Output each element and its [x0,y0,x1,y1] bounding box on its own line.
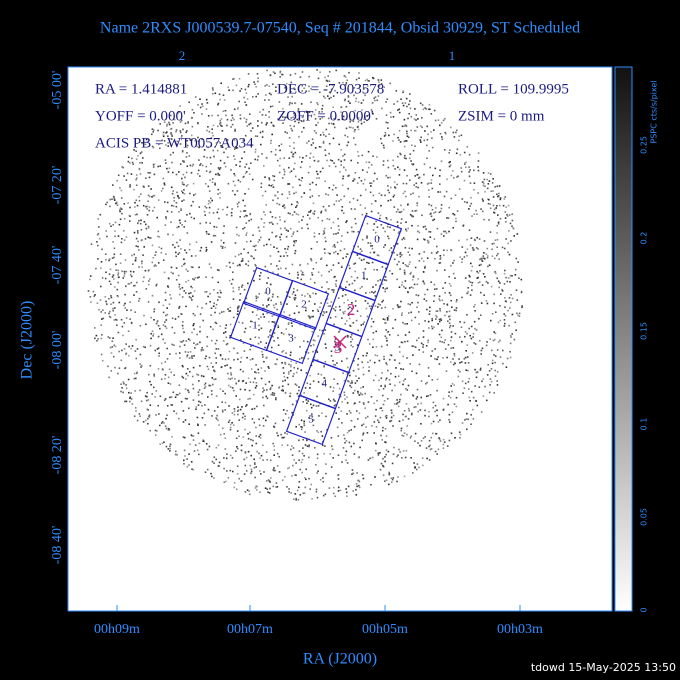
colorbar-tick-label: 0.1 [640,418,649,431]
ccd-chip [265,313,317,365]
chip-label: 1 [252,320,258,332]
chip-label: 2 [301,299,307,311]
bottom-tick-label: 00h03m [497,622,543,637]
y-axis-title: Dec (J2000) [19,301,36,380]
info-text: RA = 1.414881 [95,81,187,97]
chip-label: 0 [374,234,380,246]
title: Name 2RXS J000539.7-07540, Seq # 201844,… [100,20,580,37]
ccd-chip [285,394,337,446]
chip-label: 2 [348,306,354,318]
bottom-tick-label: 00h05m [362,622,408,637]
plot-area [67,66,613,612]
target-marker [333,335,347,349]
info-text: ROLL = 109.9995 [458,81,569,97]
colorbar-tick-label: 0.25 [640,136,649,154]
top-tick-label: 2 [179,48,186,63]
chip-label: 3 [335,342,341,354]
colorbar-label: PSPC cts/s/pixel [650,80,659,143]
photon-events [87,69,523,501]
marker-label: 3 [334,338,343,357]
bottom-tick-label: 00h07m [227,622,273,637]
colorbar-tick-label: 0.15 [640,322,649,340]
left-tick-label: -08 40' [50,526,65,565]
colorbar-tick-label: 0.2 [640,232,649,245]
footer: tdowd 15-May-2025 13:50 [531,661,676,674]
marker-label: 2 [347,300,356,319]
info-text: ZOFF = 0.0000' [277,108,374,124]
left-tick-label: -08 20' [50,436,65,475]
left-tick-label: -05 00' [50,71,65,110]
colorbar-tick-label: 0 [640,607,649,612]
chip-label: 5 [308,414,314,426]
chip-label: 4 [321,378,327,390]
chip-label: 3 [288,333,294,345]
chip-label: 1 [361,270,367,282]
colorbar [614,66,633,612]
left-tick-label: -07 40' [50,246,65,285]
colorbar-tick-label: 0.05 [640,508,649,526]
info-text: ZSIM = 0 mm [458,108,545,124]
chip-label: 0 [265,286,271,298]
top-tick-label: 1 [449,48,456,63]
x-axis-title: RA (J2000) [303,651,377,668]
bottom-tick-label: 00h09m [94,622,140,637]
info-text: DEC = -7.903578 [277,81,384,97]
left-tick-label: -08 00' [50,331,65,370]
info-text: ACIS PB = WT0057A034 [95,135,254,151]
info-text: YOFF = 0.000' [95,108,186,124]
left-tick-label: -07 20' [50,166,65,205]
